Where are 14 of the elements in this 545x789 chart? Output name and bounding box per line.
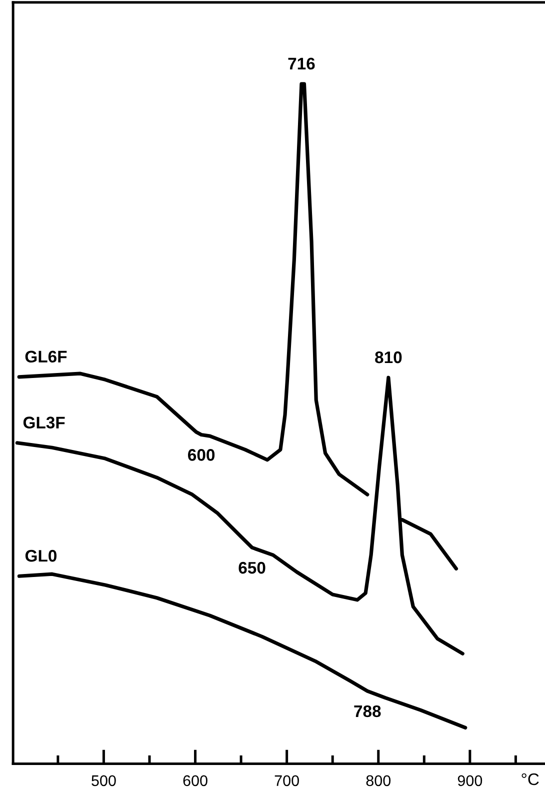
series-label: GL6F	[25, 350, 67, 363]
x-tick-label: 800	[366, 775, 391, 786]
annotation: 716	[288, 58, 315, 70]
series-label: GL3F	[23, 416, 65, 428]
x-tick-label: 700	[274, 775, 299, 786]
series-label: GL0	[25, 550, 56, 562]
annotation: 600	[188, 449, 215, 461]
x-tick-label: 600	[183, 775, 208, 786]
annotation: 810	[375, 351, 402, 364]
annotation: 650	[238, 562, 266, 574]
x-tick-label: 900	[458, 775, 482, 786]
x-axis-title: °C	[522, 773, 539, 786]
annotation: 788	[354, 705, 381, 718]
x-tick-label: 500	[92, 775, 116, 786]
